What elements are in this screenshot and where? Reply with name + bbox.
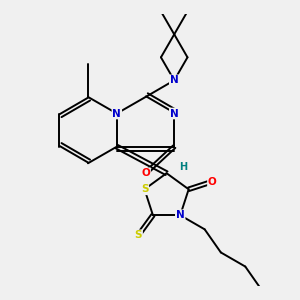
Text: N: N [176, 210, 184, 220]
Text: O: O [208, 177, 217, 187]
Text: N: N [170, 109, 178, 118]
Text: N: N [112, 109, 121, 118]
Text: N: N [170, 75, 178, 85]
Text: O: O [141, 168, 150, 178]
Text: S: S [141, 184, 148, 194]
Text: H: H [179, 162, 187, 172]
Text: S: S [135, 230, 142, 240]
